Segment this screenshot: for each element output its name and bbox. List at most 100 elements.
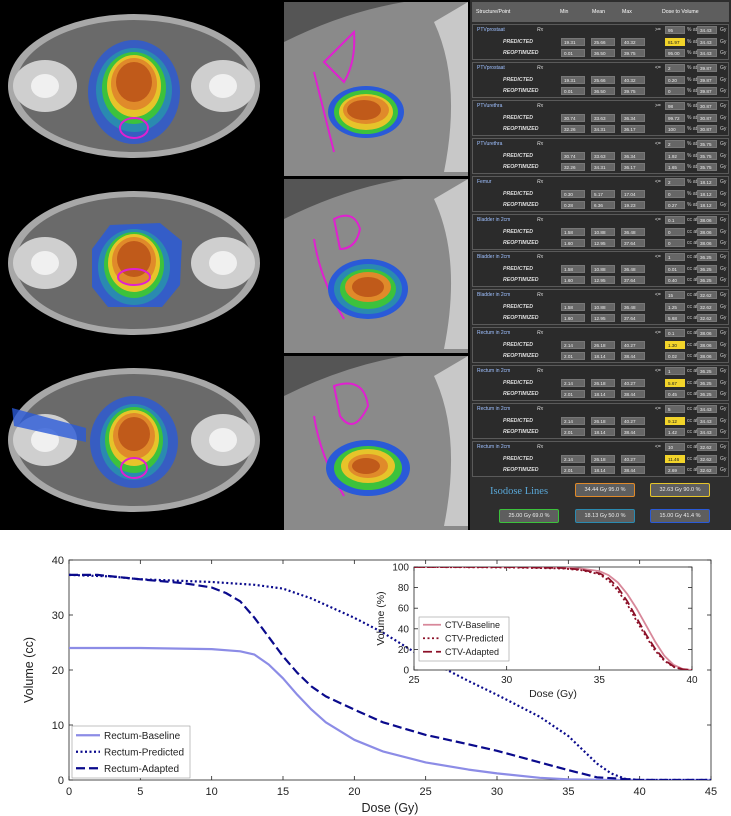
constraint-target-input[interactable]: 1	[665, 367, 685, 376]
gy-unit: Gy	[720, 152, 727, 159]
reopt-label: REOPTIMIZED	[503, 50, 539, 56]
x-tick-label: 25	[420, 786, 432, 798]
mean-value: 12.95	[591, 238, 615, 247]
mean-value: 12.95	[591, 276, 615, 285]
header-structure: Structure/Point	[476, 9, 511, 15]
constraint-target-input[interactable]: 98	[665, 101, 685, 110]
constraint-row-rx: Bladder in 2cm Rx <= 0.1 cc at 38.06 Gy	[473, 215, 730, 226]
constraint-dose-input[interactable]: 36.25	[697, 253, 717, 262]
constraint-target-input[interactable]: 95	[665, 26, 685, 34]
constraint-unit: % at	[687, 76, 698, 83]
dose-value: 39.87	[697, 75, 717, 84]
constraint-target-input[interactable]: 15	[665, 291, 685, 300]
dose-volume-value: 0	[665, 189, 685, 198]
constraint-row-pred: PREDICTED 0.30 5.17 17.04 0% at 18.12 Gy	[473, 189, 730, 200]
constraint-target-input[interactable]: 10	[665, 442, 685, 451]
constraint-dose-input[interactable]: 18.12	[697, 177, 717, 186]
dose-volume-value: 0.02	[665, 352, 685, 361]
dose-value: 34.43	[697, 428, 717, 436]
constraint-unit: % at	[687, 27, 698, 33]
pred-label: PREDICTED	[503, 342, 533, 349]
x-tick-label: 5	[137, 786, 143, 798]
constraint-block: Rectum in 2cm Rx <= 1 cc at 36.25 Gy PREDICTED 2…	[472, 365, 729, 402]
pred-label: PREDICTED	[503, 266, 533, 273]
header-max: Max	[622, 9, 632, 15]
x-tick-label: 25	[408, 675, 420, 686]
constraint-operator: >=	[655, 102, 661, 109]
constraint-target-input[interactable]: 2	[665, 139, 685, 148]
min-value: 2.01	[561, 390, 585, 399]
constraint-target-input[interactable]: 2	[665, 177, 685, 186]
constraint-dose-input[interactable]: 32.62	[697, 291, 717, 300]
reopt-label: REOPTIMIZED	[503, 466, 539, 473]
gy-unit: Gy	[720, 76, 727, 83]
max-value: 40.27	[621, 417, 645, 425]
y-axis-label: Volume (cc)	[22, 637, 36, 703]
constraint-unit: cc at	[687, 239, 698, 246]
isodose-line-box[interactable]: 15.00 Gy 41.4 %	[650, 509, 710, 523]
constraint-dose-input[interactable]: 34.43	[697, 405, 717, 413]
constraint-target-input[interactable]: 0.1	[665, 215, 685, 224]
constraint-row-pred: PREDICTED 2.14 26.18 40.27 1.30 cc at 38.06 Gy	[473, 340, 730, 351]
max-value: 36.48	[621, 227, 645, 236]
constraint-unit: cc at	[687, 228, 698, 235]
sagittal-scan-baseline	[284, 356, 468, 530]
dose-volume-value: 100	[665, 124, 685, 133]
constraint-unit: cc at	[687, 455, 698, 462]
dose-value: 38.06	[697, 352, 717, 361]
x-tick-label: 35	[562, 786, 574, 798]
mean-value: 18.14	[591, 352, 615, 361]
constraint-block: Rectum in 2cm Rx <= 0.1 cc at 38.06 Gy PREDICTE…	[472, 327, 730, 364]
constraint-unit: cc at	[687, 429, 698, 435]
constraint-dose-input[interactable]: 30.87	[697, 101, 717, 110]
constraint-dose-input[interactable]: 38.06	[697, 329, 717, 338]
dose-volume-value: 99.72	[665, 113, 685, 122]
constraint-unit: % at	[687, 114, 698, 121]
dose-value: 34.43	[697, 49, 717, 57]
isodose-line-box[interactable]: 32.63 Gy 90.0 %	[650, 483, 710, 497]
constraint-dose-input[interactable]: 39.87	[697, 63, 717, 72]
reopt-label: REOPTIMIZED	[503, 87, 539, 94]
x-tick-label: 30	[491, 786, 503, 798]
isodose-line-box[interactable]: 18.13 Gy 50.0 %	[575, 509, 635, 523]
constraint-target-input[interactable]: 1	[665, 253, 685, 262]
structure-name: PTVprostaat	[477, 64, 505, 71]
min-value: 1.60	[561, 314, 585, 323]
dose-volume-value: 2.69	[665, 465, 685, 474]
max-value: 40.32	[621, 38, 645, 46]
gy-unit: Gy	[720, 239, 727, 246]
gy-unit: Gy	[720, 39, 727, 45]
constraint-target-input[interactable]: 2	[665, 63, 685, 72]
constraint-unit: % at	[687, 87, 698, 94]
gy-unit: Gy	[720, 304, 727, 311]
reopt-label: REOPTIMIZED	[503, 201, 539, 208]
constraint-dose-input[interactable]: 36.25	[697, 367, 717, 376]
y-tick-label: 10	[52, 720, 64, 732]
constraint-dose-input[interactable]: 38.06	[697, 215, 717, 224]
gy-unit: Gy	[720, 391, 727, 398]
mean-value: 26.18	[591, 341, 615, 350]
constraint-dose-input[interactable]: 32.62	[697, 442, 717, 451]
max-value: 37.64	[621, 314, 645, 323]
isodose-line-box[interactable]: 25.00 Gy 69.0 %	[499, 509, 559, 523]
gy-unit: Gy	[720, 190, 727, 197]
constraint-target-input[interactable]: 5	[665, 405, 685, 413]
rx-label: Rx	[537, 330, 544, 337]
dose-value: 32.62	[697, 314, 717, 323]
constraint-operator: >=	[655, 27, 661, 33]
series-line	[414, 567, 692, 670]
constraint-row-reopt: REOPTIMIZED 0.01 36.50 39.75 95.00% at 34.43 G…	[473, 48, 730, 59]
max-value: 38.44	[621, 352, 645, 361]
axial-scan-predicted	[0, 2, 268, 176]
constraint-dose-input[interactable]: 35.75	[697, 139, 717, 148]
constraint-target-input[interactable]: 0.1	[665, 329, 685, 338]
gy-unit: Gy	[720, 330, 727, 337]
constraint-dose-input[interactable]: 34.43	[697, 26, 717, 34]
constraint-operator: <=	[655, 443, 661, 450]
x-tick-label: 20	[348, 786, 360, 798]
constraint-unit: cc at	[687, 216, 698, 223]
sagittal-scan-adapted	[284, 179, 468, 353]
constraint-row-rx: Rectum in 2cm Rx <= 5 cc at 34.43 Gy	[473, 404, 730, 415]
dose-volume-value: 0.40	[665, 276, 685, 285]
isodose-line-box[interactable]: 34.44 Gy 95.0 %	[575, 483, 635, 497]
